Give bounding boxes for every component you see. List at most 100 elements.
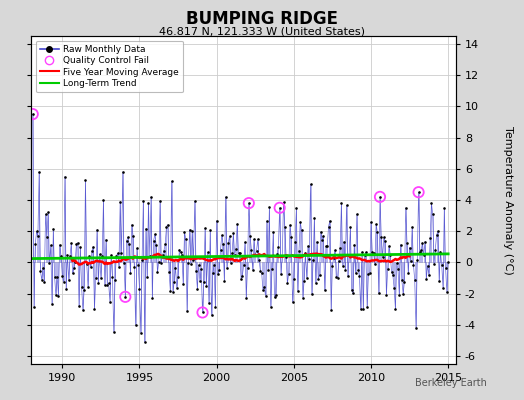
Text: Berkeley Earth: Berkeley Earth: [416, 378, 487, 388]
Point: [151, 231, 159, 238]
Point: [224, 240, 233, 246]
Point: [38, 276, 46, 283]
Point: [121, 294, 129, 300]
Point: [376, 194, 384, 200]
Point: [342, 202, 351, 208]
Point: [178, 252, 186, 258]
Point: [412, 324, 420, 331]
Point: [354, 267, 362, 273]
Point: [395, 292, 403, 299]
Point: [355, 273, 364, 279]
Point: [41, 211, 50, 218]
Point: [265, 204, 274, 210]
Point: [180, 229, 189, 235]
Point: [421, 238, 429, 245]
Point: [48, 301, 56, 307]
Point: [62, 286, 70, 292]
Point: [93, 226, 101, 233]
Point: [380, 234, 388, 241]
Point: [99, 197, 107, 203]
Point: [255, 257, 263, 264]
Point: [79, 306, 87, 313]
Point: [133, 245, 141, 251]
Point: [134, 262, 143, 268]
Point: [172, 284, 181, 291]
Point: [349, 290, 357, 296]
Point: [110, 329, 118, 335]
Point: [127, 222, 136, 228]
Point: [416, 249, 424, 256]
Point: [394, 266, 402, 272]
Point: [247, 246, 256, 253]
Point: [149, 237, 158, 244]
Point: [245, 200, 253, 206]
Point: [115, 263, 123, 270]
Point: [97, 275, 105, 281]
Point: [50, 274, 59, 280]
Point: [191, 198, 199, 204]
Point: [407, 258, 415, 265]
Point: [35, 169, 43, 175]
Point: [373, 229, 381, 236]
Point: [422, 276, 431, 282]
Point: [426, 235, 434, 242]
Point: [73, 240, 82, 246]
Point: [277, 271, 285, 277]
Point: [246, 233, 254, 239]
Point: [345, 251, 353, 258]
Point: [59, 279, 68, 285]
Point: [67, 240, 75, 246]
Point: [36, 268, 45, 274]
Point: [311, 280, 320, 286]
Point: [220, 278, 228, 284]
Point: [242, 294, 250, 301]
Point: [308, 291, 316, 298]
Point: [330, 254, 338, 261]
Point: [337, 200, 346, 206]
Point: [267, 303, 275, 310]
Point: [155, 258, 163, 265]
Point: [212, 218, 221, 224]
Point: [353, 211, 361, 217]
Point: [126, 270, 135, 276]
Point: [245, 200, 253, 206]
Point: [188, 228, 196, 234]
Point: [232, 246, 240, 252]
Point: [399, 291, 407, 297]
Point: [431, 247, 440, 253]
Point: [404, 270, 412, 276]
Point: [120, 260, 128, 267]
Point: [157, 260, 166, 266]
Point: [84, 284, 92, 290]
Point: [147, 194, 155, 200]
Point: [116, 198, 124, 205]
Point: [341, 266, 350, 273]
Point: [198, 309, 206, 316]
Point: [238, 272, 247, 279]
Point: [214, 271, 222, 278]
Point: [283, 280, 291, 287]
Text: BUMPING RIDGE: BUMPING RIDGE: [186, 10, 338, 28]
Point: [359, 306, 367, 312]
Point: [316, 228, 325, 235]
Point: [44, 209, 52, 216]
Point: [71, 259, 79, 266]
Point: [81, 177, 90, 184]
Point: [169, 288, 177, 295]
Point: [80, 287, 89, 293]
Point: [392, 260, 401, 266]
Point: [390, 285, 398, 292]
Point: [140, 339, 149, 345]
Point: [430, 261, 438, 267]
Point: [182, 236, 190, 242]
Point: [432, 232, 441, 238]
Point: [85, 253, 93, 260]
Point: [108, 274, 117, 280]
Point: [161, 241, 169, 247]
Point: [358, 249, 366, 255]
Point: [438, 262, 446, 268]
Point: [86, 264, 95, 270]
Point: [135, 286, 144, 292]
Point: [229, 230, 237, 237]
Point: [90, 306, 99, 312]
